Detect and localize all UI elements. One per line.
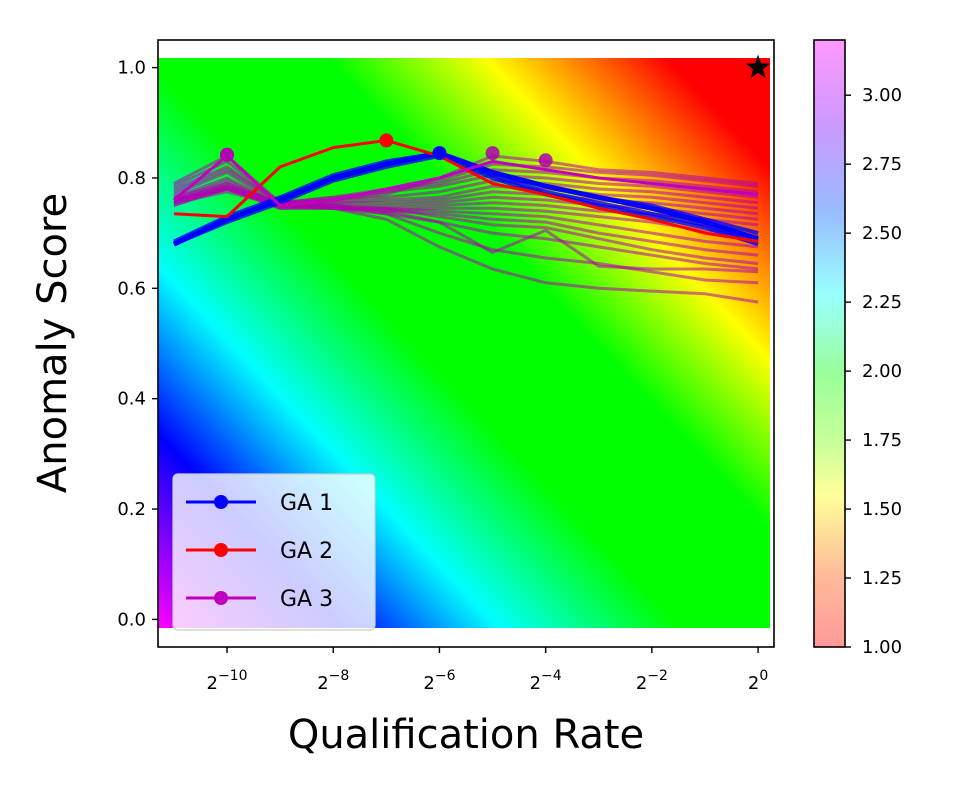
colorbar-ticks: 1.00 1.25 1.50 1.75 2.00 2.25 2.50 2.75 3.00 (845, 85, 902, 658)
colorbar-tick-label: 1.00 (862, 637, 902, 658)
series-marker-ga2 (379, 133, 394, 148)
y-tick-label: 0.2 (117, 499, 146, 520)
colorbar-tick-label: 1.75 (862, 430, 902, 451)
x-tick-label: 20 (748, 668, 768, 694)
colorbar: 1.00 1.25 1.50 1.75 2.00 2.25 2.50 2.75 3.00 (813, 39, 902, 658)
legend-marker-ga3 (214, 591, 228, 605)
y-tick-label: 0.6 (117, 278, 146, 299)
x-tick-label: 2−6 (423, 668, 455, 694)
legend: GA 1 GA 2 GA 3 (172, 473, 376, 631)
ga3-marker-0 (220, 147, 235, 162)
x-tick-label: 2−4 (530, 668, 562, 694)
colorbar-gradient (814, 40, 845, 647)
series-markers (220, 133, 553, 168)
legend-marker-ga1 (214, 495, 228, 509)
colorbar-tick-label: 2.75 (862, 154, 902, 175)
x-tick-label: 2−8 (317, 668, 349, 694)
x-tick-label: 2−2 (636, 668, 668, 694)
series-line-ga1 (172, 150, 759, 247)
x-axis-label: Qualification Rate (288, 712, 644, 758)
optimum-star-marker (745, 54, 771, 79)
legend-label-ga1: GA 1 (280, 491, 333, 516)
y-tick-label: 1.0 (117, 58, 146, 79)
legend-marker-ga2 (214, 543, 228, 557)
colorbar-tick-label: 3.00 (862, 85, 902, 106)
x-tick-label: 2−10 (207, 668, 248, 694)
colorbar-frame (813, 39, 846, 648)
y-axis-label: Anomaly Score (30, 193, 76, 493)
ga3-marker-1 (485, 146, 500, 161)
y-tick-label: 0.8 (117, 168, 146, 189)
colorbar-tick-label: 1.25 (862, 568, 902, 589)
series-lines (172, 138, 759, 247)
y-tick-label: 0.0 (117, 609, 146, 630)
colorbar-tick-label: 2.00 (862, 361, 902, 382)
series-marker-ga1 (432, 146, 447, 161)
legend-label-ga2: GA 2 (280, 539, 333, 564)
legend-box (172, 473, 376, 631)
colorbar-tick-label: 1.50 (862, 499, 902, 520)
legend-label-ga3: GA 3 (280, 587, 333, 612)
y-axis-ticks: 0.0 0.2 0.4 0.6 0.8 1.0 (117, 58, 158, 630)
ga1-run-line-2 (173, 153, 759, 247)
series-line-ga3 (172, 154, 759, 207)
y-tick-label: 0.4 (117, 389, 146, 410)
x-axis-ticks: 2−10 2−8 2−6 2−4 2−2 20 (207, 647, 768, 694)
colorbar-tick-label: 2.25 (862, 292, 902, 313)
axes-frame (157, 39, 775, 648)
colorbar-tick-label: 2.50 (862, 223, 902, 244)
ga3-marker-2 (538, 153, 553, 168)
